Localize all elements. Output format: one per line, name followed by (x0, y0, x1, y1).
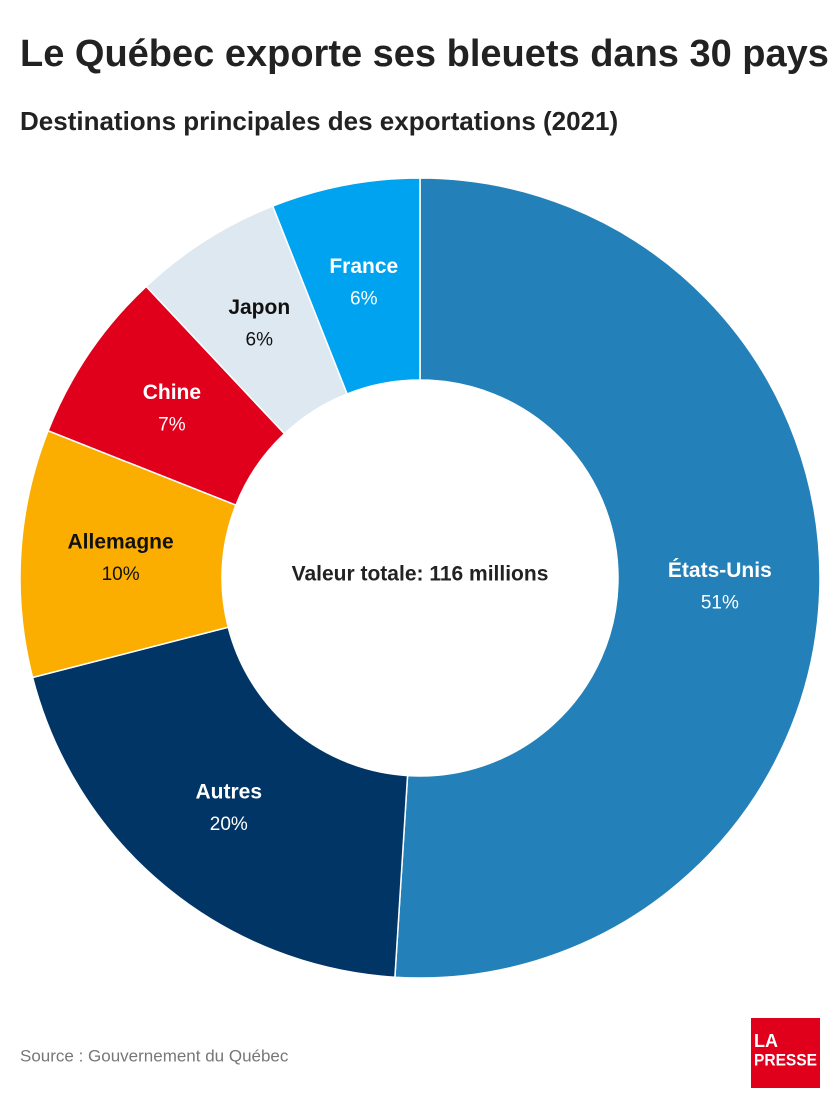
slice (31, 626, 409, 979)
slice-label: Allemagne (67, 531, 173, 554)
slice-label: Japon (228, 296, 290, 319)
slice-label: Autres (196, 781, 263, 804)
slice-label: États-Unis (668, 559, 772, 582)
value-label: 6% (350, 288, 378, 309)
value-label: 51% (701, 592, 739, 613)
slice-label: France (329, 255, 398, 278)
value-label: 7% (158, 414, 186, 435)
donut (19, 177, 821, 979)
center-label: Valeur totale: 116 millions (292, 563, 549, 586)
source: Source : Gouvernement du Québec (20, 1046, 289, 1065)
slice (394, 177, 821, 979)
chart-subtitle: Destinations principales des exportation… (20, 106, 618, 136)
chart-title: Le Québec exporte ses bleuets dans 30 pa… (20, 33, 829, 75)
logo-box (751, 1018, 820, 1088)
slice (271, 177, 421, 395)
slice-label: Chine (143, 381, 201, 404)
value-label: 6% (246, 330, 274, 351)
value-label: 20% (210, 814, 248, 835)
logo-text: PRESSE (754, 1050, 817, 1069)
value-label: 10% (102, 564, 140, 585)
logo-text: LA (754, 1031, 778, 1051)
slice (19, 429, 237, 679)
